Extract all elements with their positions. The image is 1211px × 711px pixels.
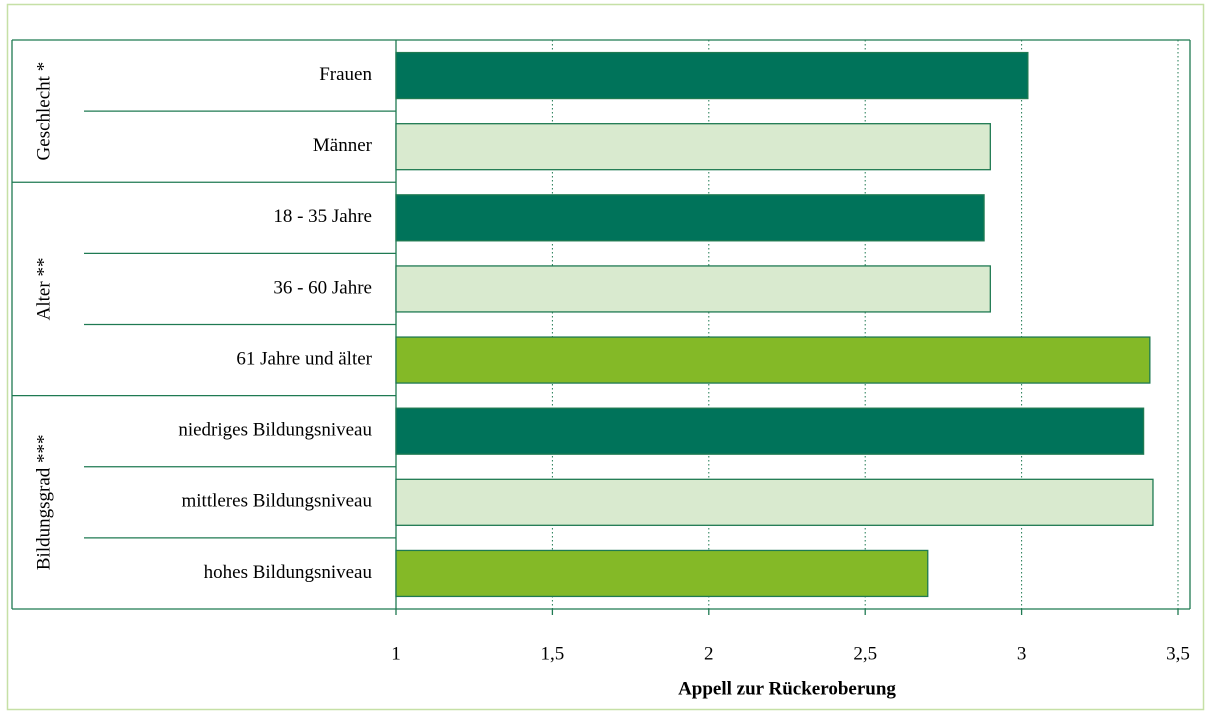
x-tick-label: 1,5 xyxy=(541,643,565,664)
x-tick-label: 1 xyxy=(391,643,401,664)
x-tick-label: 3,5 xyxy=(1166,643,1190,664)
x-axis-label: Appell zur Rückeroberung xyxy=(678,678,896,699)
y-tick-label: hohes Bildungsniveau xyxy=(204,562,373,583)
outer-frame xyxy=(6,3,1205,711)
bar xyxy=(395,336,1151,384)
bar xyxy=(395,407,1145,455)
y-tick-label: niedriges Bildungsniveau xyxy=(178,420,372,441)
group-label: Geschlecht * xyxy=(33,62,54,161)
y-tick-label: mittleres Bildungsniveau xyxy=(181,491,372,512)
bar xyxy=(395,478,1154,526)
x-tick-label: 2,5 xyxy=(853,643,877,664)
y-tick-label: Männer xyxy=(313,135,373,156)
y-tick-label: Frauen xyxy=(319,64,372,85)
bar xyxy=(395,549,929,598)
x-tick-label: 3 xyxy=(1017,643,1027,664)
y-tick-label: 61 Jahre und älter xyxy=(236,348,372,369)
group-label: Bildungsgrad *** xyxy=(33,434,54,570)
bar xyxy=(395,123,991,171)
y-tick-label: 36 - 60 Jahre xyxy=(273,277,372,298)
x-tick-label: 2 xyxy=(704,643,714,664)
bar xyxy=(395,51,1029,100)
bar xyxy=(395,194,985,242)
group-label: Alter ** xyxy=(33,258,54,321)
bar xyxy=(395,265,991,313)
y-tick-label: 18 - 35 Jahre xyxy=(273,206,372,227)
